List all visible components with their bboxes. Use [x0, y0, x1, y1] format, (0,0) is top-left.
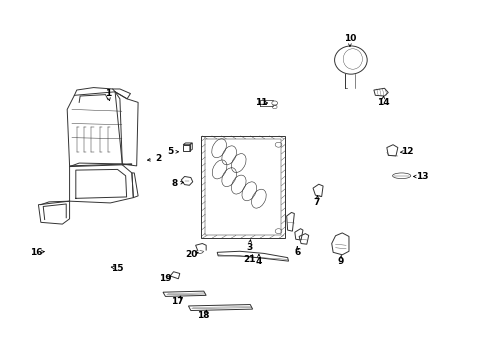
- Text: 8: 8: [172, 179, 178, 188]
- Text: 18: 18: [197, 311, 209, 320]
- Text: 1: 1: [104, 89, 111, 98]
- Text: 4: 4: [255, 257, 262, 266]
- Text: 14: 14: [376, 98, 389, 107]
- Text: 20: 20: [185, 249, 198, 258]
- Text: 6: 6: [293, 248, 300, 257]
- Text: 10: 10: [343, 34, 355, 43]
- Text: 11: 11: [255, 98, 267, 107]
- Text: 9: 9: [336, 257, 343, 266]
- Text: 15: 15: [111, 264, 123, 273]
- Text: 16: 16: [30, 248, 42, 257]
- Text: 12: 12: [400, 147, 413, 156]
- Text: 7: 7: [312, 198, 319, 207]
- Text: 5: 5: [167, 147, 173, 156]
- Text: 21: 21: [243, 255, 255, 264]
- Text: 13: 13: [415, 172, 427, 181]
- Text: 19: 19: [159, 274, 171, 283]
- Text: 3: 3: [245, 243, 252, 252]
- Text: 2: 2: [155, 154, 161, 163]
- Text: 17: 17: [171, 297, 183, 306]
